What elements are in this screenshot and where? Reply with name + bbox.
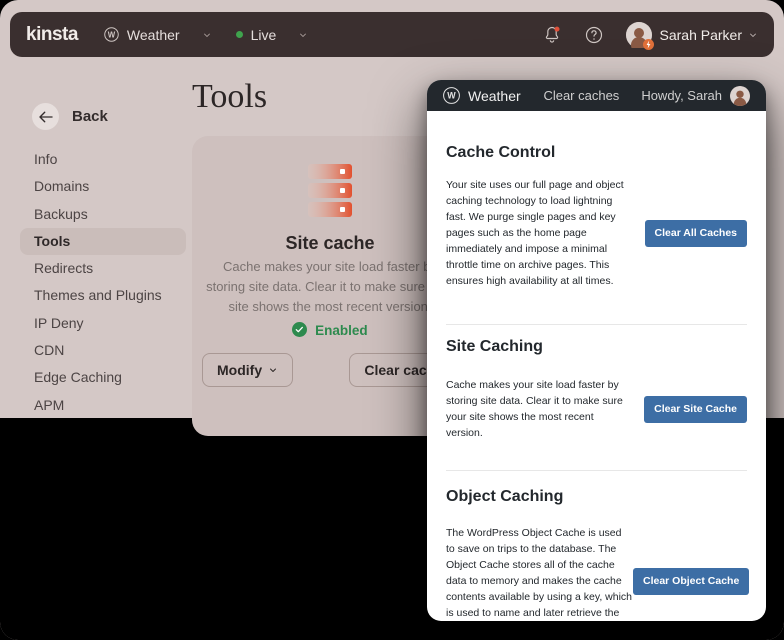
svg-text:W: W <box>108 30 116 39</box>
svg-text:W: W <box>447 91 456 101</box>
